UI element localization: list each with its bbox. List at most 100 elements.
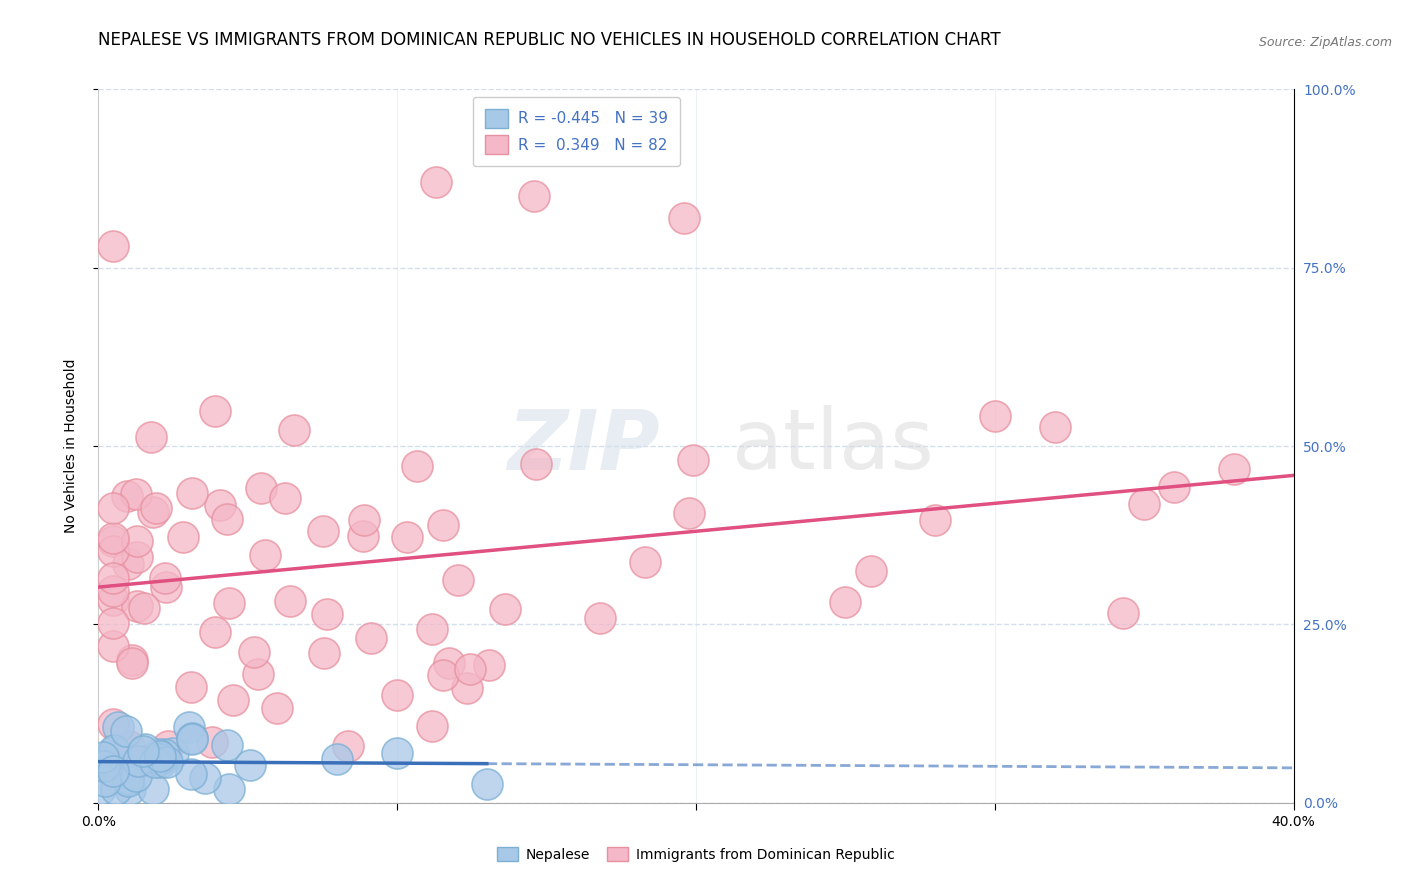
Point: [1043, 419, 1066, 434]
Point: [387, 688, 409, 702]
Point: [180, 680, 202, 694]
Point: [125, 769, 148, 783]
Point: [142, 781, 165, 796]
Point: [155, 580, 177, 594]
Text: atlas: atlas: [733, 406, 934, 486]
Point: [103, 571, 125, 585]
Point: [218, 595, 240, 609]
Point: [589, 610, 612, 624]
Point: [360, 631, 382, 645]
Point: [103, 592, 125, 607]
Point: [153, 747, 176, 761]
Point: [254, 549, 277, 563]
Point: [1112, 606, 1135, 620]
Point: [127, 599, 149, 613]
Text: Source: ZipAtlas.com: Source: ZipAtlas.com: [1258, 36, 1392, 49]
Point: [475, 777, 498, 791]
Point: [201, 734, 224, 748]
Point: [103, 616, 125, 631]
Point: [143, 756, 166, 770]
Point: [1223, 461, 1246, 475]
Point: [101, 764, 124, 778]
Point: [179, 720, 201, 734]
Point: [924, 513, 946, 527]
Point: [494, 602, 516, 616]
Point: [150, 755, 173, 769]
Point: [148, 747, 170, 761]
Point: [121, 652, 143, 666]
Point: [478, 658, 501, 673]
Point: [120, 781, 142, 796]
Point: [222, 692, 245, 706]
Point: [121, 656, 143, 670]
Point: [238, 758, 260, 772]
Point: [456, 681, 478, 695]
Point: [283, 424, 305, 438]
Point: [215, 738, 238, 752]
Point: [149, 748, 172, 763]
Point: [103, 534, 125, 549]
Point: [180, 767, 202, 781]
Point: [117, 772, 139, 787]
Point: [103, 501, 125, 516]
Point: [127, 550, 149, 565]
Point: [125, 533, 148, 548]
Point: [155, 571, 177, 585]
Point: [278, 594, 301, 608]
Point: [162, 746, 184, 760]
Point: [447, 573, 470, 587]
Point: [107, 720, 129, 734]
Point: [385, 746, 409, 760]
Point: [94, 754, 117, 768]
Point: [103, 544, 125, 558]
Point: [181, 486, 204, 500]
Point: [104, 781, 127, 796]
Point: [149, 751, 172, 765]
Point: [266, 700, 288, 714]
Point: [181, 731, 204, 746]
Point: [156, 755, 179, 769]
Point: [117, 739, 139, 753]
Point: [117, 773, 139, 788]
Point: [523, 189, 546, 203]
Point: [103, 640, 125, 654]
Point: [172, 531, 194, 545]
Point: [425, 175, 447, 189]
Point: [218, 781, 240, 796]
Point: [215, 511, 238, 525]
Point: [432, 517, 454, 532]
Point: [524, 457, 547, 471]
Point: [860, 565, 883, 579]
Point: [103, 532, 125, 546]
Point: [437, 657, 460, 671]
Point: [204, 624, 226, 639]
Point: [432, 668, 454, 682]
Point: [834, 595, 856, 609]
Point: [89, 781, 111, 796]
Point: [326, 752, 349, 766]
Point: [115, 489, 138, 503]
Point: [94, 773, 117, 788]
Point: [103, 239, 125, 253]
Point: [274, 491, 297, 505]
Point: [246, 666, 269, 681]
Point: [353, 513, 375, 527]
Text: NEPALESE VS IMMIGRANTS FROM DOMINICAN REPUBLIC NO VEHICLES IN HOUSEHOLD CORRELAT: NEPALESE VS IMMIGRANTS FROM DOMINICAN RE…: [98, 31, 1001, 49]
Y-axis label: No Vehicles in Household: No Vehicles in Household: [63, 359, 77, 533]
Point: [243, 645, 266, 659]
Point: [672, 211, 695, 225]
Point: [336, 739, 359, 753]
Point: [678, 506, 700, 520]
Point: [101, 746, 124, 760]
Point: [634, 555, 657, 569]
Point: [420, 719, 443, 733]
Point: [420, 622, 443, 636]
Point: [103, 717, 125, 731]
Point: [93, 759, 115, 773]
Point: [142, 505, 165, 519]
Point: [134, 601, 156, 615]
Point: [1133, 497, 1156, 511]
Point: [125, 486, 148, 500]
Point: [458, 662, 481, 676]
Point: [180, 731, 202, 746]
